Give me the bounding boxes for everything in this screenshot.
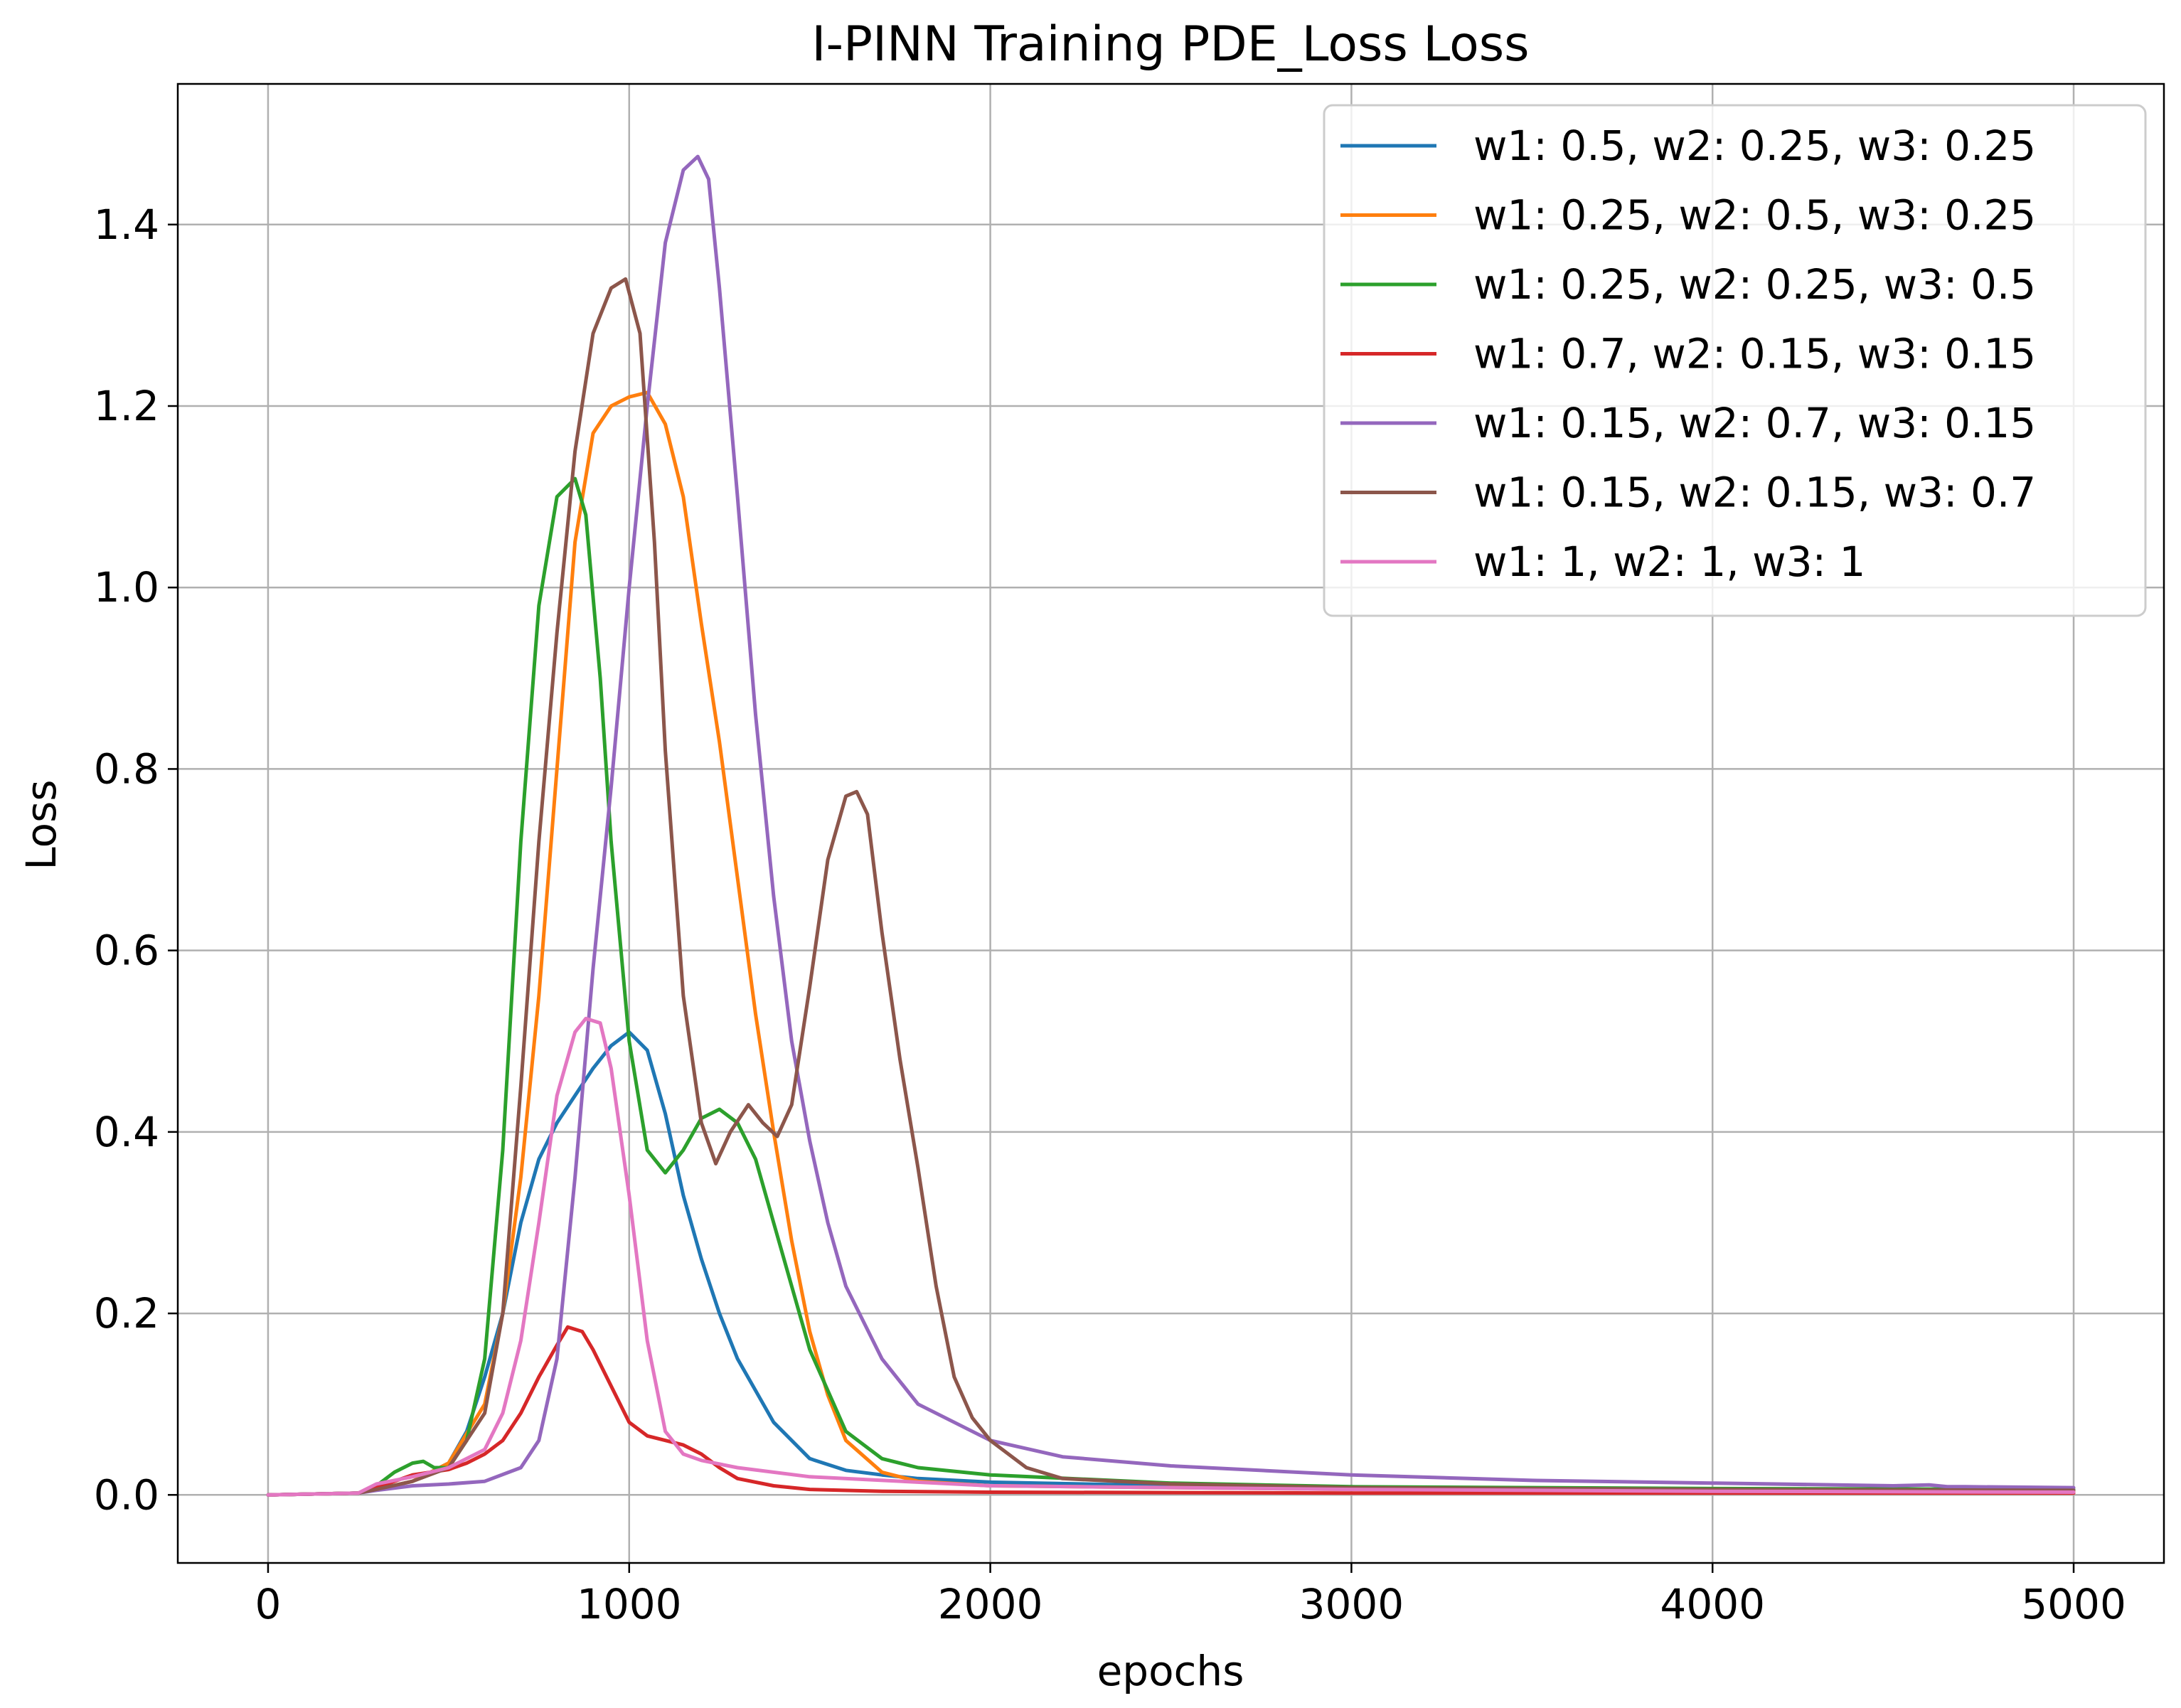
legend-label-7: w1: 1, w2: 1, w3: 1 bbox=[1473, 538, 1865, 586]
chart-title: I-PINN Training PDE_Loss Loss bbox=[811, 16, 1529, 73]
y-tick-label: 0.6 bbox=[94, 927, 159, 975]
y-tick-label: 0.4 bbox=[94, 1108, 159, 1156]
y-tick-label: 0.2 bbox=[94, 1289, 159, 1338]
x-tick-label: 4000 bbox=[1660, 1580, 1765, 1628]
legend: w1: 0.5, w2: 0.25, w3: 0.25 w1: 0.25, w2:… bbox=[1323, 104, 2147, 617]
y-tick-label: 1.0 bbox=[94, 563, 159, 612]
series-line-4 bbox=[266, 1325, 2076, 1497]
y-tick-label: 1.4 bbox=[94, 201, 159, 249]
x-tick-label: 1000 bbox=[577, 1580, 682, 1628]
y-tick-label: 0.0 bbox=[94, 1471, 159, 1519]
series-lines bbox=[266, 154, 2076, 1497]
axis-ticks: 0 1000 2000 3000 4000 5000 0.0 0.2 0.4 0.6 0.8 1.0 1… bbox=[94, 201, 2126, 1628]
plot-area-frame bbox=[176, 82, 2165, 1564]
legend-label-6: w1: 0.15, w2: 0.15, w3: 0.7 bbox=[1473, 469, 2036, 517]
y-tick-label: 1.2 bbox=[94, 382, 159, 430]
legend-box bbox=[1323, 104, 2147, 617]
y-axis-label: Loss bbox=[17, 779, 65, 870]
legend-label-2: w1: 0.25, w2: 0.5, w3: 0.25 bbox=[1473, 191, 2036, 240]
series-line-7 bbox=[266, 1016, 2076, 1497]
x-axis-label: epochs bbox=[1097, 1647, 1244, 1695]
series-line-1 bbox=[266, 1030, 2076, 1497]
series-line-3 bbox=[266, 476, 2076, 1497]
legend-label-4: w1: 0.7, w2: 0.15, w3: 0.15 bbox=[1473, 330, 2036, 378]
legend-label-5: w1: 0.15, w2: 0.7, w3: 0.15 bbox=[1473, 399, 2036, 447]
x-tick-label: 5000 bbox=[2021, 1580, 2126, 1628]
legend-label-1: w1: 0.5, w2: 0.25, w3: 0.25 bbox=[1473, 122, 2036, 170]
x-tick-label: 3000 bbox=[1299, 1580, 1404, 1628]
x-tick-label: 2000 bbox=[938, 1580, 1043, 1628]
series-line-6 bbox=[266, 277, 2076, 1497]
x-tick-label: 0 bbox=[255, 1580, 282, 1628]
legend-label-3: w1: 0.25, w2: 0.25, w3: 0.5 bbox=[1473, 260, 2036, 309]
series-line-5 bbox=[266, 154, 2076, 1497]
y-tick-label: 0.8 bbox=[94, 744, 159, 793]
